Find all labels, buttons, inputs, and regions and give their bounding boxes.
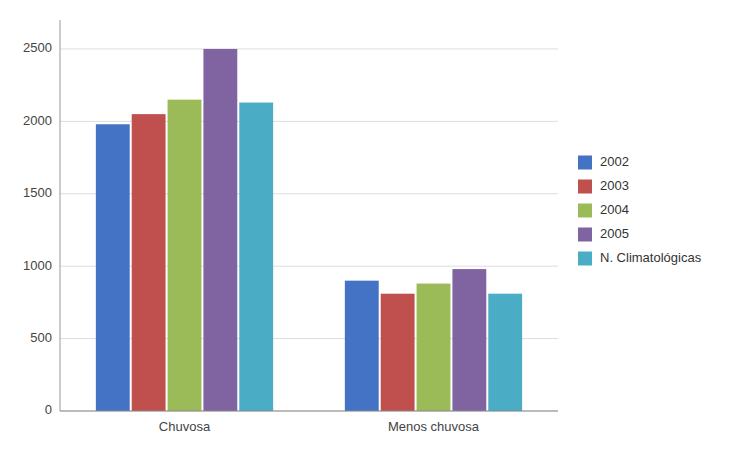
tick-label: Menos chuvosa <box>388 419 480 434</box>
legend-swatch <box>578 228 592 242</box>
chart: 0 500 1000 1500 2000 2500 Chuvosa Menos chuvosa… <box>0 0 753 451</box>
tick-label: 1500 <box>23 185 52 200</box>
bar <box>452 269 486 411</box>
legend-label: 2003 <box>600 178 629 193</box>
tick-label: 0 <box>45 402 52 417</box>
bar <box>132 114 166 411</box>
bar <box>488 294 522 411</box>
bar <box>239 103 273 411</box>
legend-label: 2002 <box>600 154 629 169</box>
bar <box>345 281 379 411</box>
legend-swatch <box>578 180 592 194</box>
bar <box>96 124 130 411</box>
tick-label: 2000 <box>23 113 52 128</box>
tick-label: 2500 <box>23 40 52 55</box>
x-axis: Chuvosa Menos chuvosa <box>159 419 480 434</box>
bars <box>96 49 522 411</box>
bar <box>168 100 202 411</box>
axis-line <box>60 411 558 412</box>
legend-label: 2005 <box>600 226 629 241</box>
bar <box>417 284 451 411</box>
tick-label: 500 <box>30 330 52 345</box>
grid-line <box>60 411 558 412</box>
legend: 2002 2003 2004 2005 N. Climatológicas <box>578 154 702 266</box>
legend-swatch <box>578 252 592 266</box>
legend-label: 2004 <box>600 202 629 217</box>
bar <box>381 294 415 411</box>
grid-line <box>60 48 558 49</box>
bar <box>203 49 237 411</box>
tick-label: Chuvosa <box>159 419 211 434</box>
legend-label: N. Climatológicas <box>600 250 702 265</box>
legend-swatch <box>578 204 592 218</box>
legend-swatch <box>578 156 592 170</box>
y-axis: 0 500 1000 1500 2000 2500 <box>23 40 558 417</box>
axis-line <box>60 20 61 411</box>
tick-label: 1000 <box>23 258 52 273</box>
